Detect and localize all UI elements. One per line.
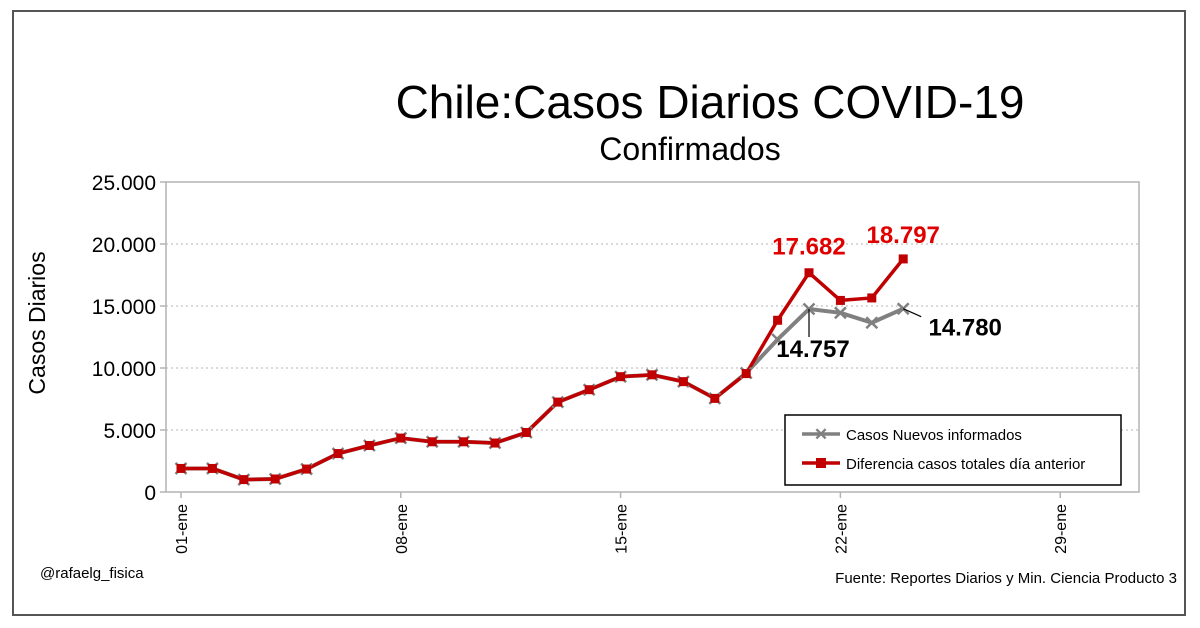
marker-stroke [834, 306, 847, 320]
marker-casos-nuevos [771, 333, 784, 346]
chart-frame [12, 10, 1186, 616]
x-tick-label: 01-ene [174, 504, 191, 554]
series-layer [174, 254, 910, 486]
legend-label-gray: Casos Nuevos informados [846, 427, 1022, 444]
leader-line-gray-24 [902, 308, 922, 318]
annotations: 17.682 18.797 14.757 14.780 [772, 222, 1002, 363]
marker-casos-nuevos [865, 316, 879, 330]
marker-diferencia [804, 268, 814, 278]
marker-diferencia [207, 463, 217, 473]
source-note: Fuente: Reportes Diarios y Min. Ciencia … [835, 570, 1177, 587]
y-tick-label: 15.000 [92, 296, 156, 319]
marker-diferencia [302, 464, 312, 474]
marker-stroke [771, 333, 784, 346]
legend-marker-gray: ✕ [814, 425, 828, 444]
marker-diferencia [710, 393, 720, 403]
marker-diferencia [741, 369, 751, 379]
marker-diferencia [678, 377, 688, 387]
marker-diferencia [773, 315, 783, 325]
marker-diferencia [364, 441, 374, 450]
y-axis-label: Casos Diarios [24, 251, 50, 394]
marker-diferencia [239, 475, 249, 485]
marker-diferencia [616, 372, 626, 382]
legend: ✕ Casos Nuevos informados Diferencia cas… [784, 414, 1122, 486]
marker-diferencia [333, 449, 343, 459]
data-label-red-24: 18.797 [866, 222, 939, 249]
x-tick-label: 22-ene [833, 504, 850, 554]
marker-stroke [865, 316, 879, 330]
y-tick-label: 10.000 [92, 358, 156, 381]
y-tick-label: 20.000 [92, 234, 156, 257]
legend-marker-red [816, 458, 826, 468]
y-tick-label: 5.000 [103, 420, 156, 443]
marker-diferencia [584, 385, 594, 395]
x-tick-label: 15-ene [614, 504, 631, 554]
marker-diferencia [427, 437, 437, 447]
chart-subtitle: Confirmados [599, 131, 780, 167]
series-line-diferencia [181, 257, 905, 482]
x-tick-label: 29-ene [1053, 504, 1070, 554]
marker-diferencia [490, 438, 500, 448]
author-credit: @rafaelg_fisica [40, 565, 144, 582]
marker-diferencia [898, 254, 908, 264]
marker-diferencia [396, 433, 406, 443]
plot-area-border [165, 181, 1140, 493]
data-label-gray-24: 14.780 [928, 315, 1001, 342]
marker-diferencia [459, 437, 469, 447]
data-label-red-21: 17.682 [772, 234, 845, 261]
y-tick-label: 0 [144, 482, 156, 505]
marker-casos-nuevos [834, 306, 847, 320]
legend-label-red: Diferencia casos totales día anterior [846, 456, 1085, 473]
marker-diferencia [176, 463, 186, 473]
marker-diferencia [647, 370, 657, 380]
legend-box [784, 414, 1122, 486]
marker-diferencia [553, 397, 563, 407]
marker-diferencia [835, 295, 845, 305]
axes: 0 5.000 10.000 15.000 20.000 25.000 01-ene 08-e… [92, 172, 1140, 554]
chart-title: Chile:Casos Diarios COVID-19 [396, 76, 1025, 128]
y-tick-label: 25.000 [92, 172, 156, 195]
marker-diferencia [270, 474, 280, 484]
marker-diferencia [867, 293, 877, 303]
data-label-gray-21: 14.757 [776, 336, 849, 363]
marker-diferencia [521, 427, 531, 437]
x-tick-label: 08-ene [394, 504, 411, 554]
